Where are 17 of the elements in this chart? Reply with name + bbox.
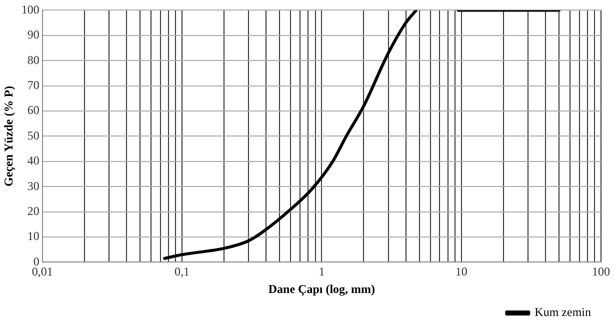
x-tick-label: 10 (455, 264, 468, 279)
y-tick-label: 60 (27, 103, 40, 118)
y-tick-label: 30 (27, 178, 40, 193)
x-tick-label: 100 (592, 264, 610, 279)
y-tick-label: 10 (27, 229, 40, 244)
y-tick-label: 70 (27, 78, 40, 92)
y-tick-label: 20 (27, 204, 40, 218)
y-tick-label: 50 (27, 128, 40, 142)
legend-label: Kum zemin (534, 305, 592, 320)
y-tick-label: 100 (21, 2, 40, 16)
y-tick-label: 80 (27, 52, 40, 67)
x-tick-label: 1 (318, 264, 325, 279)
y-tick-label: 90 (27, 28, 40, 42)
x-tick-label: 0,1 (174, 264, 190, 279)
x-axis-title: Dane Çapı (log, mm) (268, 282, 376, 296)
y-tick-label: 40 (27, 154, 40, 168)
y-axis-title: Geçen Yüzde (% P) (1, 86, 16, 186)
